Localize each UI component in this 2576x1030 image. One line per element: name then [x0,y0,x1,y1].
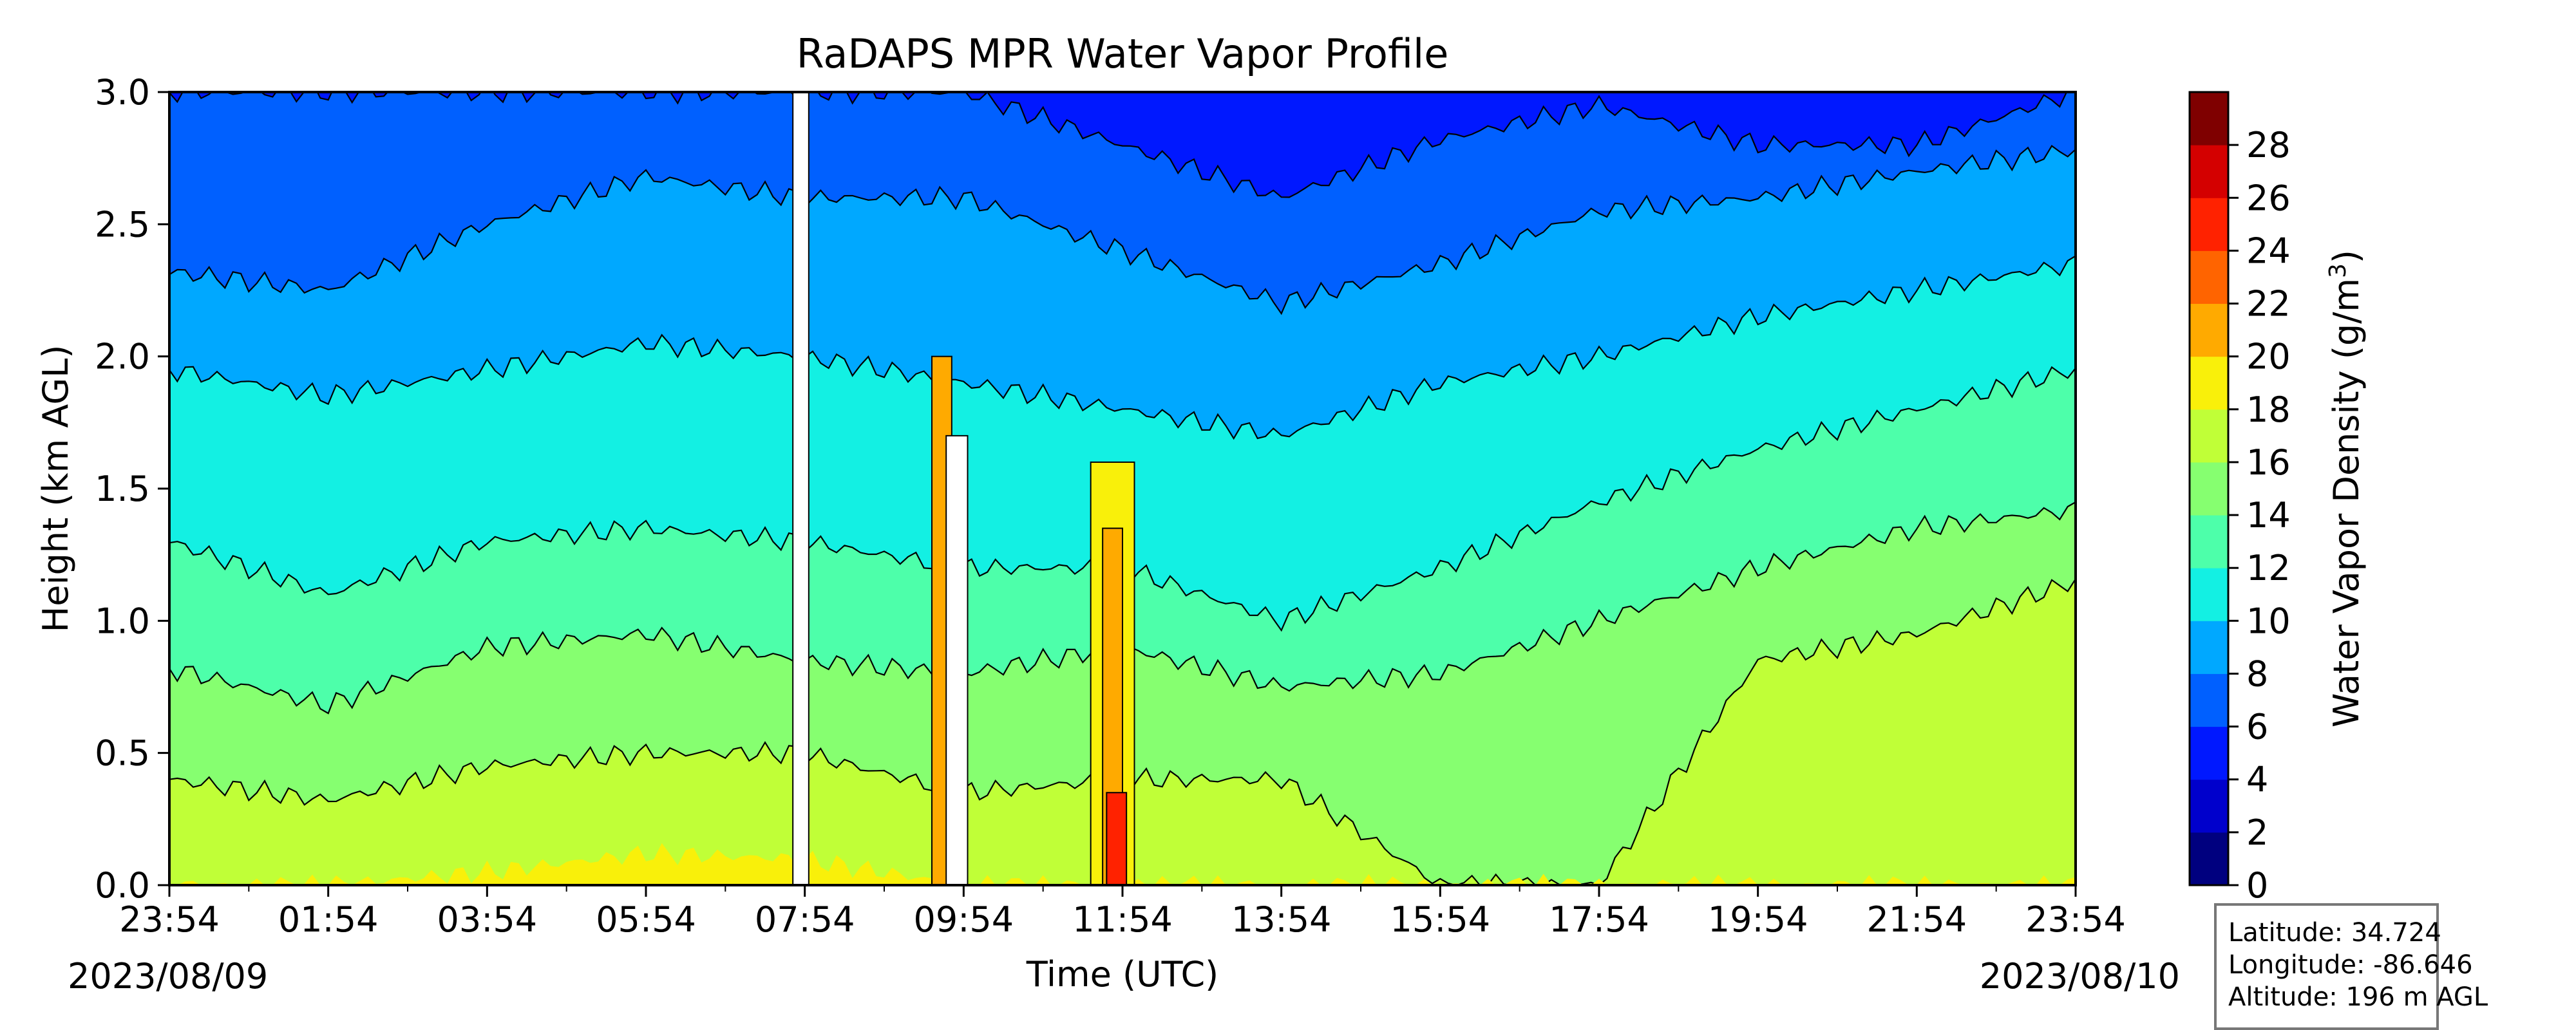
x-tick-label: 17:54 [1549,899,1649,940]
colorbar-swatch [2190,515,2228,568]
colorbar-swatch [2190,779,2228,833]
x-tick-label: 23:54 [119,899,220,940]
colorbar-tick-label: 20 [2246,337,2291,377]
y-tick-label: 0.5 [95,733,150,774]
colorbar-swatch [2190,356,2228,410]
x-tick-label: 11:54 [1072,899,1173,940]
contour-field [169,92,2076,885]
colorbar-swatch [2190,568,2228,621]
colorbar-tick-label: 10 [2246,601,2291,641]
y-tick-label: 1.5 [95,469,150,509]
colorbar-tick-label: 14 [2246,495,2291,536]
colorbar-tick-label: 4 [2246,760,2268,800]
colorbar-tick-label: 8 [2246,653,2268,694]
info-box: Latitude: 34.724 Longitude: -86.646 Alti… [2214,903,2488,1030]
y-tick-label: 2.5 [95,204,150,245]
band-8-10-contour [169,255,2076,440]
data-gap-0954 [945,435,969,885]
colorbar-frame [2188,91,2230,886]
surface-core-1154 [1106,792,1128,885]
colorbar-label-main: Water Vapor Density (g/m [2326,278,2367,727]
y-axis-label: Height (km AGL) [35,345,76,633]
colorbar-tick-label: 12 [2246,548,2291,588]
colorbar-label: Water Vapor Density (g/m3) [2325,250,2367,727]
colorbar-tick-label: 6 [2246,707,2268,747]
x-tick-label: 23:54 [2025,899,2126,940]
band-4-6-contour [169,92,2068,198]
x-tick-label: 05:54 [596,899,696,940]
x-tick-label: 07:54 [755,899,855,940]
colorbar-tick-label: 28 [2246,125,2291,165]
start-date: 2023/08/09 [68,956,268,997]
x-tick-label: 19:54 [1708,899,1808,940]
y-tick-label: 2.0 [95,337,150,377]
data-gap-0754 [792,92,810,885]
colorbar-tick-label: 16 [2246,442,2291,483]
colorbar-swatch [2190,726,2228,780]
colorbar-swatch [2190,409,2228,463]
x-tick-label: 03:54 [437,899,538,940]
colorbar-swatch [2190,621,2228,674]
y-tick-label: 3.0 [95,72,150,113]
y-tick-label: 0.0 [95,865,150,906]
colorbar-label-end: ) [2326,250,2367,263]
colorbar-tick-label: 22 [2246,284,2291,324]
end-date: 2023/08/10 [1980,956,2180,997]
colorbar-swatch [2190,832,2228,886]
colorbar-swatch [2190,145,2228,198]
colorbar-tick-label: 26 [2246,178,2291,218]
chart-title: RaDAPS MPR Water Vapor Profile [797,30,1449,77]
colorbar-label-sup: 3 [2325,263,2351,278]
info-altitude: Altitude: 196 m AGL [2228,982,2488,1012]
x-tick-label: 21:54 [1867,899,1967,940]
band-6-8-contour [169,145,2076,315]
colorbar-swatch [2190,198,2228,251]
colorbar-swatch [2190,92,2228,145]
colorbar-tick-label: 2 [2246,812,2268,853]
x-tick-label: 01:54 [278,899,379,940]
info-longitude: Longitude: -86.646 [2228,950,2473,980]
x-axis: 23:54 01:54 03:54 05:54 07:54 09:54 11:54 13:54… [119,885,2126,940]
colorbar-swatch [2190,303,2228,357]
colorbar-tick-label: 0 [2246,865,2268,906]
colorbar-swatch [2190,673,2228,727]
colorbar-swatch [2190,250,2228,304]
y-tick-label: 1.0 [95,601,150,641]
x-tick-label: 09:54 [914,899,1014,940]
colorbar-swatch [2190,462,2228,516]
y-axis: 0.0 0.5 1.0 1.5 2.0 2.5 3.0 [95,72,169,906]
band-18-20 [169,843,2076,885]
colorbar-tick-label: 24 [2246,230,2291,271]
band-6-8 [169,92,2076,314]
colorbar-tick-label: 18 [2246,389,2291,430]
info-latitude: Latitude: 34.724 [2228,918,2441,948]
x-axis-label: Time (UTC) [1026,954,1219,995]
info-box-frame [2214,903,2439,1030]
x-tick-label: 15:54 [1390,899,1491,940]
x-tick-label: 13:54 [1231,899,1332,940]
